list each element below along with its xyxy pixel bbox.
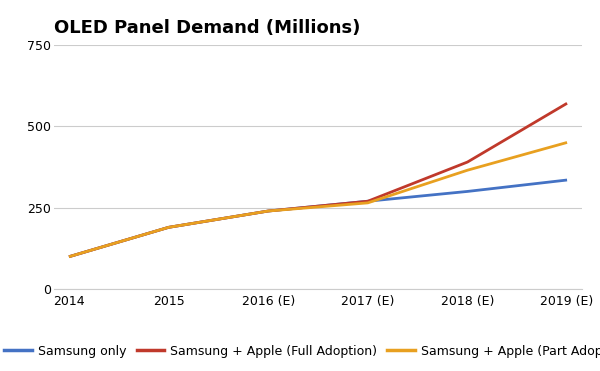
Line: Samsung only: Samsung only bbox=[69, 180, 567, 257]
Samsung + Apple (Part Adoption) bbox=[464, 168, 471, 173]
Samsung only bbox=[65, 255, 73, 259]
Samsung + Apple (Full Adoption) bbox=[364, 199, 371, 203]
Line: Samsung + Apple (Full Adoption): Samsung + Apple (Full Adoption) bbox=[69, 103, 567, 257]
Samsung + Apple (Full Adoption) bbox=[165, 225, 172, 230]
Samsung only bbox=[464, 189, 471, 194]
Samsung + Apple (Full Adoption) bbox=[563, 101, 571, 105]
Samsung + Apple (Full Adoption) bbox=[65, 255, 73, 259]
Line: Samsung + Apple (Part Adoption): Samsung + Apple (Part Adoption) bbox=[69, 142, 567, 257]
Legend: Samsung only, Samsung + Apple (Full Adoption), Samsung + Apple (Part Adoption): Samsung only, Samsung + Apple (Full Adop… bbox=[0, 340, 600, 363]
Text: OLED Panel Demand (Millions): OLED Panel Demand (Millions) bbox=[54, 19, 361, 37]
Samsung + Apple (Full Adoption) bbox=[464, 160, 471, 164]
Samsung + Apple (Full Adoption) bbox=[265, 209, 272, 213]
Samsung only bbox=[165, 225, 172, 230]
Samsung + Apple (Part Adoption) bbox=[65, 255, 73, 259]
Samsung only bbox=[563, 178, 571, 182]
Samsung + Apple (Part Adoption) bbox=[265, 209, 272, 213]
Samsung + Apple (Part Adoption) bbox=[364, 201, 371, 205]
Samsung only bbox=[265, 209, 272, 213]
Samsung + Apple (Part Adoption) bbox=[563, 140, 571, 145]
Samsung only bbox=[364, 199, 371, 203]
Samsung + Apple (Part Adoption) bbox=[165, 225, 172, 230]
